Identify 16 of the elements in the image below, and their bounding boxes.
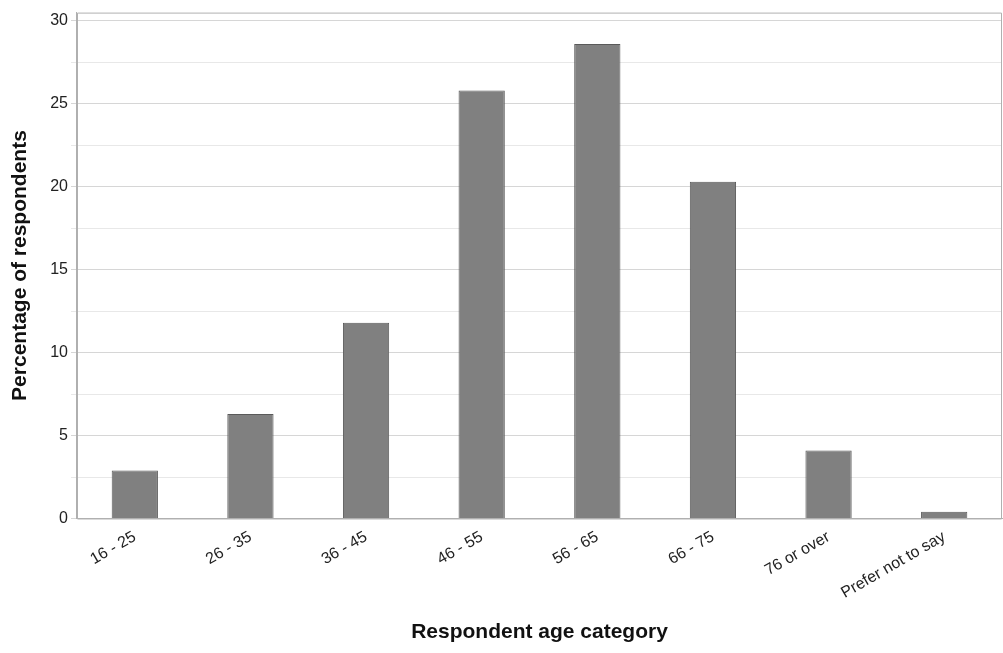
y-tick-label: 0 <box>59 508 69 526</box>
x-tick-label: 66 - 75 <box>665 527 717 568</box>
x-axis-title: Respondent age category <box>411 619 669 643</box>
y-tick-label: 20 <box>50 177 69 195</box>
y-tick-label: 30 <box>50 11 69 29</box>
x-tick-label: 26 - 35 <box>202 527 255 568</box>
y-axis-title: Percentage of respondents <box>7 130 31 401</box>
y-tick-label: 5 <box>59 425 69 443</box>
y-tick-label: 10 <box>50 343 69 361</box>
x-tick-label: 46 - 55 <box>433 527 486 568</box>
x-tick-label: 36 - 45 <box>318 527 370 568</box>
y-tick-label: 25 <box>50 94 69 112</box>
y-tick-label: 15 <box>50 260 69 278</box>
x-tick-label: 16 - 25 <box>86 527 139 568</box>
x-tick-label: 76 or over <box>761 527 833 579</box>
x-tick-label: 56 - 65 <box>549 527 602 568</box>
